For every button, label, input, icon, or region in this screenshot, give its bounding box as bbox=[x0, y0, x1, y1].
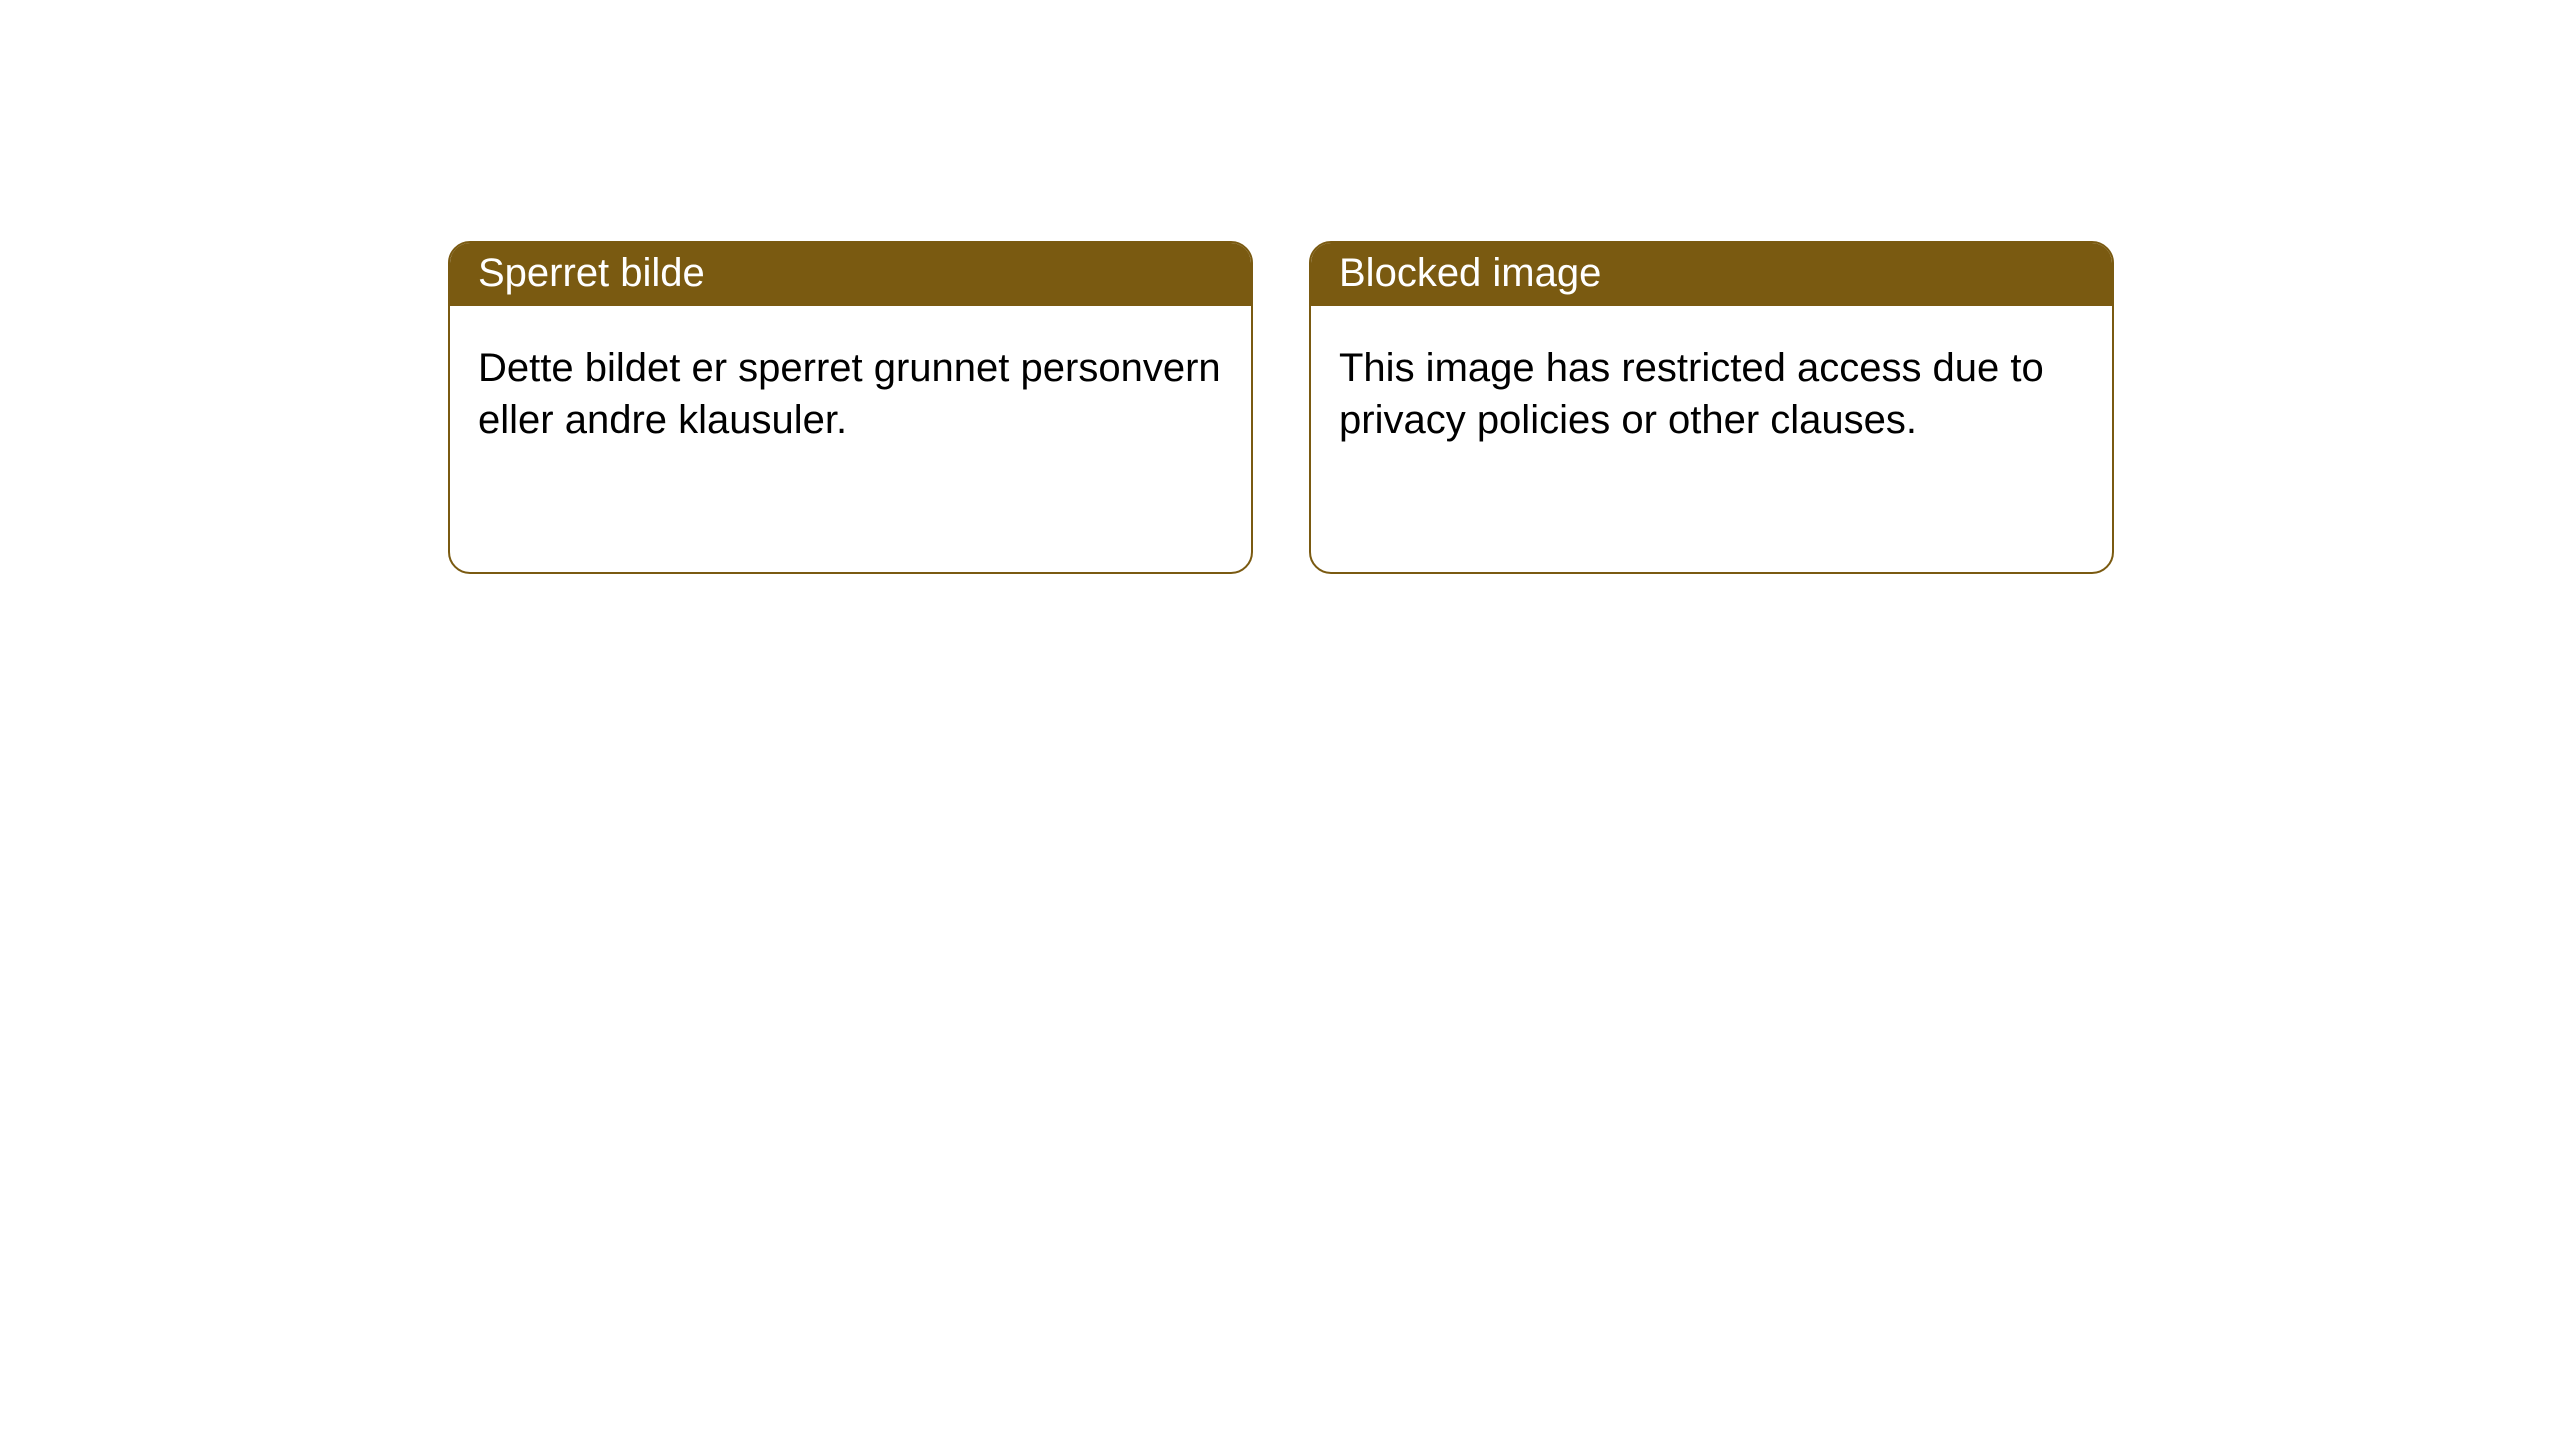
blocked-image-card-no: Sperret bilde Dette bildet er sperret gr… bbox=[448, 241, 1253, 574]
card-header-en: Blocked image bbox=[1311, 243, 2112, 306]
notice-container: Sperret bilde Dette bildet er sperret gr… bbox=[0, 0, 2560, 574]
blocked-image-card-en: Blocked image This image has restricted … bbox=[1309, 241, 2114, 574]
card-body-en: This image has restricted access due to … bbox=[1311, 306, 2112, 482]
card-body-no: Dette bildet er sperret grunnet personve… bbox=[450, 306, 1251, 482]
card-header-no: Sperret bilde bbox=[450, 243, 1251, 306]
